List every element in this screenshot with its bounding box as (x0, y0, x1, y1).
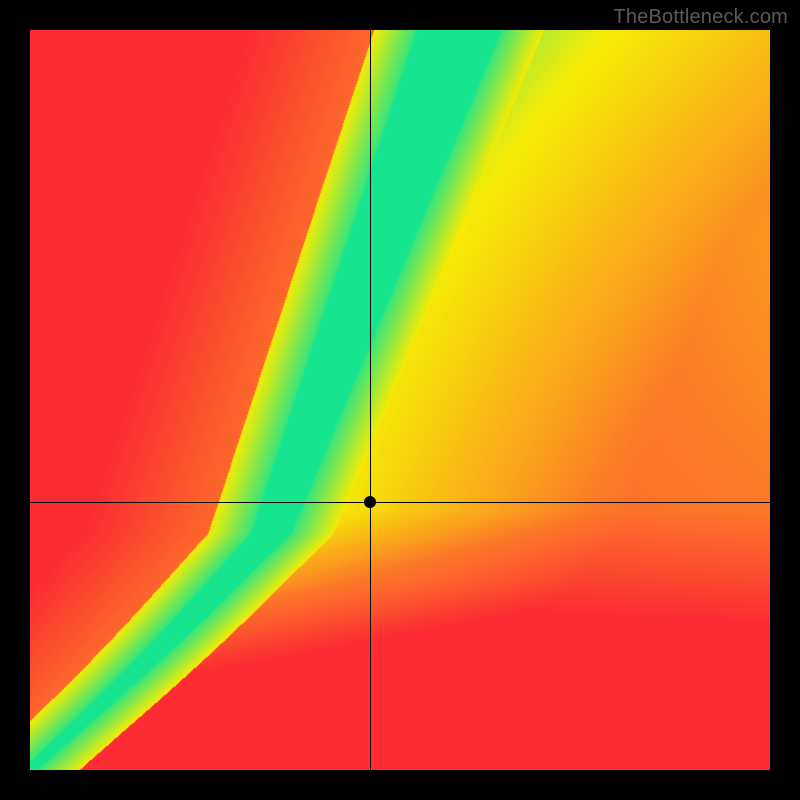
crosshair-horizontal (30, 502, 770, 503)
chart-root: { "watermark": { "text": "TheBottleneck.… (0, 0, 800, 800)
heatmap-canvas (30, 30, 770, 770)
crosshair-vertical (370, 30, 371, 770)
data-point-marker (364, 496, 376, 508)
watermark-text: TheBottleneck.com (613, 6, 788, 29)
